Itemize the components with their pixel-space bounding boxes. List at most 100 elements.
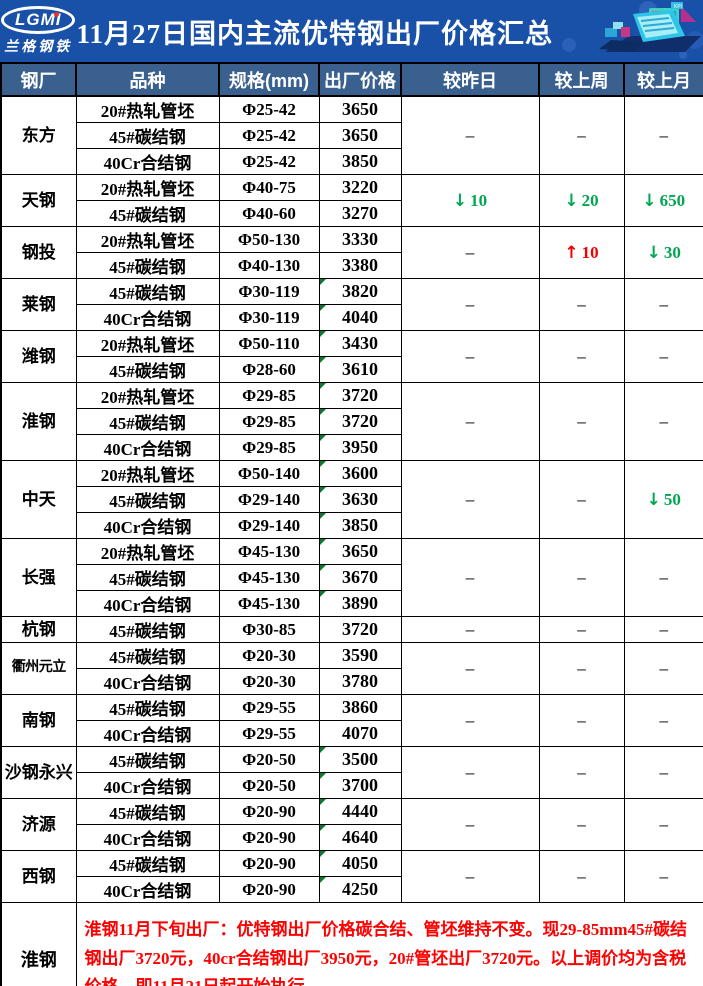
change-day-cell: –: [400, 694, 540, 747]
table-row: 东方 20#热轧管坯 Φ25-42 3650– – –: [0, 95, 703, 175]
dash-glyph: –: [659, 567, 669, 587]
spec-cell: Φ50-130: [218, 226, 320, 253]
down-arrow-icon: ↓: [646, 242, 661, 263]
dash-glyph: –: [577, 346, 586, 366]
spec-cell: Φ40-130: [218, 252, 320, 279]
dash-glyph: –: [577, 125, 586, 145]
dash-glyph: –: [577, 294, 586, 314]
variety-cell: 40Cr合结钢: [75, 512, 220, 539]
comment-flag-icon: [320, 747, 326, 753]
price-cell: 3780: [318, 668, 402, 695]
spec-cell: Φ20-50: [218, 746, 320, 773]
mill-cell: 中天: [0, 460, 77, 539]
col-header-vs-yesterday: 较昨日: [400, 62, 540, 97]
price-cell: 4250: [318, 876, 402, 903]
variety-cell: 40Cr合结钢: [75, 590, 220, 617]
change-week-cell: –: [538, 694, 625, 747]
dash-glyph: –: [465, 489, 475, 509]
spec-cell: Φ20-30: [218, 642, 320, 669]
change-month-cell: –: [623, 538, 703, 617]
variety-cell: 45#碳结钢: [75, 200, 220, 227]
change-month-cell: –: [623, 694, 703, 747]
mill-cell: 长强: [0, 538, 77, 617]
col-header-spec: 规格(mm): [218, 62, 320, 97]
variety-cell: 45#碳结钢: [75, 486, 220, 513]
variety-cell: 45#碳结钢: [75, 252, 220, 279]
table-row: 衢州元立 45#碳结钢 Φ20-30 3590 – – –: [0, 642, 703, 695]
change-day-cell: ↓ 10: [400, 174, 540, 227]
change-month-cell: –: [623, 95, 703, 175]
lgmi-logo: LGMI 兰格钢铁: [0, 6, 76, 56]
lgmi-logo-subtext: 兰格钢铁: [4, 40, 73, 55]
spec-cell: Φ30-85: [218, 616, 320, 643]
change-week-cell: –: [538, 616, 625, 643]
change-day-cell: –: [400, 746, 540, 799]
table-row: 40Cr合结钢 Φ25-42 3850: [1, 148, 703, 175]
change-week-cell: –: [538, 798, 625, 851]
comment-flag-icon: [320, 825, 326, 831]
variety-cell: 40Cr合结钢: [75, 148, 220, 175]
spec-cell: Φ28-60: [218, 356, 320, 383]
change-day-cell: –: [400, 850, 540, 903]
change-month-cell: ↓ 650: [623, 174, 703, 227]
comment-flag-icon: [320, 539, 326, 545]
table-row: 莱钢 45#碳结钢 Φ30-119 3820 – – –: [0, 278, 703, 331]
dash-glyph: –: [659, 346, 669, 366]
mill-cell: 潍钢: [0, 330, 77, 383]
dash-glyph: –: [465, 242, 475, 262]
spec-cell: Φ45-130: [218, 538, 320, 565]
price-cell: 3220: [318, 174, 402, 201]
dash-glyph: –: [465, 762, 475, 782]
spec-cell: Φ40-60: [218, 200, 320, 227]
down-arrow-icon: ↓: [646, 489, 661, 510]
col-header-vs-lastmonth: 较上月: [623, 62, 703, 97]
comment-flag-icon: [320, 331, 326, 337]
dash-glyph: –: [577, 489, 586, 509]
variety-cell: 45#碳结钢: [75, 122, 220, 149]
price-cell: 4050: [318, 850, 402, 877]
price-cell: 3850: [318, 512, 402, 539]
variety-cell: 45#碳结钢: [75, 798, 220, 825]
spec-cell: Φ29-55: [218, 694, 320, 721]
col-header-vs-lastweek: 较上周: [538, 62, 625, 97]
dash-glyph: –: [465, 619, 475, 639]
price-cell: 3610: [318, 356, 402, 383]
dash-glyph: –: [465, 294, 475, 314]
spec-cell: Φ45-130: [218, 564, 320, 591]
table-row: 中天 20#热轧管坯 Φ50-140 3600 – – ↓ 50: [0, 460, 703, 539]
table-row: 天钢 20#热轧管坯 Φ40-75 3220 ↓ 10 ↓ 20 ↓ 650: [0, 174, 703, 227]
price-cell: 4440: [318, 798, 402, 825]
comment-flag-icon: [320, 851, 326, 857]
spec-cell: Φ30-119: [218, 278, 320, 305]
price-cell: 3650: [318, 122, 402, 149]
dash-glyph: –: [465, 866, 475, 886]
dash-glyph: –: [577, 762, 586, 782]
spec-cell: Φ29-140: [218, 486, 320, 513]
price-cell: 3600: [318, 460, 402, 487]
dash-glyph: –: [659, 866, 669, 886]
table-row: 45#碳结钢 Φ40-60 3270: [1, 200, 703, 227]
spec-cell: Φ20-90: [218, 876, 320, 903]
change-month-cell: –: [623, 642, 703, 695]
mill-cell: 钢投: [0, 226, 77, 279]
comment-flag-icon: [320, 279, 326, 285]
comment-flag-icon: [320, 383, 326, 389]
change-day-cell: –: [400, 226, 540, 279]
table-row: 沙钢永兴 45#碳结钢 Φ20-50 3500 – – –: [0, 746, 703, 799]
mill-cell: 天钢: [0, 174, 77, 227]
comment-flag-icon: [320, 461, 326, 467]
variety-cell: 45#碳结钢: [75, 278, 220, 305]
table-row: 40Cr合结钢 Φ45-130 3890: [1, 590, 703, 617]
table-row: 西钢 45#碳结钢 Φ20-90 4050 – – –: [0, 850, 703, 903]
change-week-cell: –: [538, 642, 625, 695]
spec-cell: Φ20-90: [218, 850, 320, 877]
price-cell: 3500: [318, 746, 402, 773]
banner: LGMI 兰格钢铁 11月27日国内主流优特钢出厂价格汇总: [0, 0, 703, 62]
change-week-cell: –: [538, 382, 625, 461]
spec-cell: Φ20-30: [218, 668, 320, 695]
spec-cell: Φ29-140: [218, 512, 320, 539]
col-header-mill: 钢厂: [0, 62, 77, 97]
change-week-cell: ↓ 20: [538, 174, 625, 227]
mill-cell: 衢州元立: [0, 642, 77, 695]
